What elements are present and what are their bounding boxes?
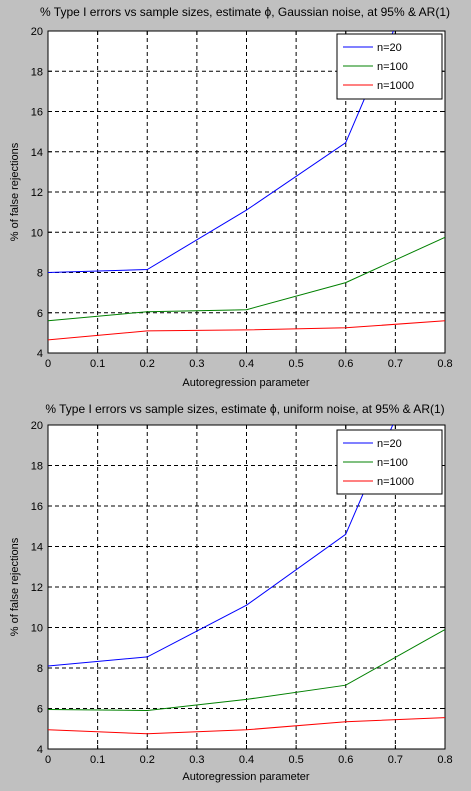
legend: n=20 n=100 n=1000	[336, 33, 443, 100]
x-tick-label: 0.4	[239, 754, 254, 766]
x-tick-label: 0.7	[388, 358, 403, 370]
x-tick-label: 0.6	[338, 754, 353, 766]
x-tick-label: 0.3	[189, 358, 204, 370]
y-tick-label: 12	[31, 582, 43, 594]
y-tick-label: 8	[37, 663, 43, 675]
y-tick-label: 18	[31, 66, 43, 78]
grid-lines	[48, 31, 445, 353]
chart-gaussian: % Type I errors vs sample sizes, estimat…	[0, 0, 471, 395]
legend-label: n=1000	[377, 80, 414, 92]
x-axis-label: Autoregression parameter	[182, 771, 310, 783]
y-tick-label: 8	[37, 268, 43, 280]
x-tick-label: 0	[45, 358, 51, 370]
x-tick-label: 0.3	[189, 754, 204, 766]
legend-box	[336, 33, 443, 100]
tick-labels: 0 0.1 0.2 0.3 0.4 0.5 0.6 0.7 0.8 4 6 8 10 12 14 16 18 20	[31, 26, 453, 370]
y-tick-label: 20	[31, 420, 43, 432]
y-tick-label: 16	[31, 501, 43, 513]
x-tick-label: 0	[45, 754, 51, 766]
x-tick-label: 0.8	[437, 754, 452, 766]
chart-title: % Type I errors vs sample sizes, estimat…	[40, 5, 450, 19]
chart-gaussian-svg: % Type I errors vs sample sizes, estimat…	[9, 5, 453, 389]
x-tick-label: 0.2	[140, 754, 155, 766]
y-tick-label: 18	[31, 461, 43, 473]
x-tick-label: 0.4	[239, 358, 254, 370]
y-tick-label: 14	[31, 147, 43, 159]
y-tick-label: 10	[31, 623, 43, 635]
legend-label: n=1000	[377, 476, 414, 488]
chart-uniform-svg: % Type I errors vs sample sizes, estimat…	[9, 402, 453, 783]
x-tick-label: 0.1	[90, 754, 105, 766]
legend-label: n=100	[377, 61, 408, 73]
x-axis-label: Autoregression parameter	[182, 377, 310, 389]
y-tick-label: 12	[31, 187, 43, 199]
chart-uniform: % Type I errors vs sample sizes, estimat…	[0, 395, 471, 790]
legend-label: n=20	[377, 438, 402, 450]
y-tick-label: 6	[37, 704, 43, 716]
y-axis-label: % of false rejections	[9, 142, 21, 241]
x-tick-label: 0.2	[140, 358, 155, 370]
series-line-n=1000	[48, 320, 445, 341]
y-tick-label: 10	[31, 227, 43, 239]
y-axis-label: % of false rejections	[9, 537, 21, 636]
legend: n=20 n=100 n=1000	[336, 429, 443, 495]
x-tick-label: 0.5	[288, 358, 303, 370]
legend-label: n=100	[377, 457, 408, 469]
y-tick-label: 16	[31, 107, 43, 119]
tick-labels: 0 0.1 0.2 0.3 0.4 0.5 0.6 0.7 0.8 4 6 8 10 12 14 16 18 20	[31, 420, 453, 766]
x-tick-label: 0.1	[90, 358, 105, 370]
y-tick-label: 20	[31, 26, 43, 38]
x-tick-label: 0.6	[338, 358, 353, 370]
y-tick-label: 14	[31, 542, 43, 554]
chart-title: % Type I errors vs sample sizes, estimat…	[45, 402, 444, 416]
x-tick-label: 0.7	[388, 754, 403, 766]
y-tick-label: 4	[37, 348, 43, 360]
y-tick-label: 4	[37, 744, 43, 756]
x-tick-label: 0.8	[437, 358, 452, 370]
series-line-n=100	[48, 236, 445, 322]
legend-label: n=20	[377, 42, 402, 54]
y-tick-label: 6	[37, 308, 43, 320]
x-tick-label: 0.5	[288, 754, 303, 766]
series-line-n=100	[48, 629, 445, 712]
series-line-n=1000	[48, 717, 445, 735]
